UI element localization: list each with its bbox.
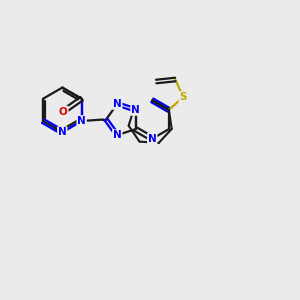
Text: N: N (113, 130, 122, 140)
Text: N: N (131, 105, 140, 115)
Text: N: N (77, 116, 86, 126)
Text: N: N (58, 127, 67, 137)
Text: N: N (148, 134, 157, 144)
Text: S: S (179, 92, 187, 102)
Text: O: O (59, 106, 68, 116)
Text: N: N (113, 99, 122, 109)
